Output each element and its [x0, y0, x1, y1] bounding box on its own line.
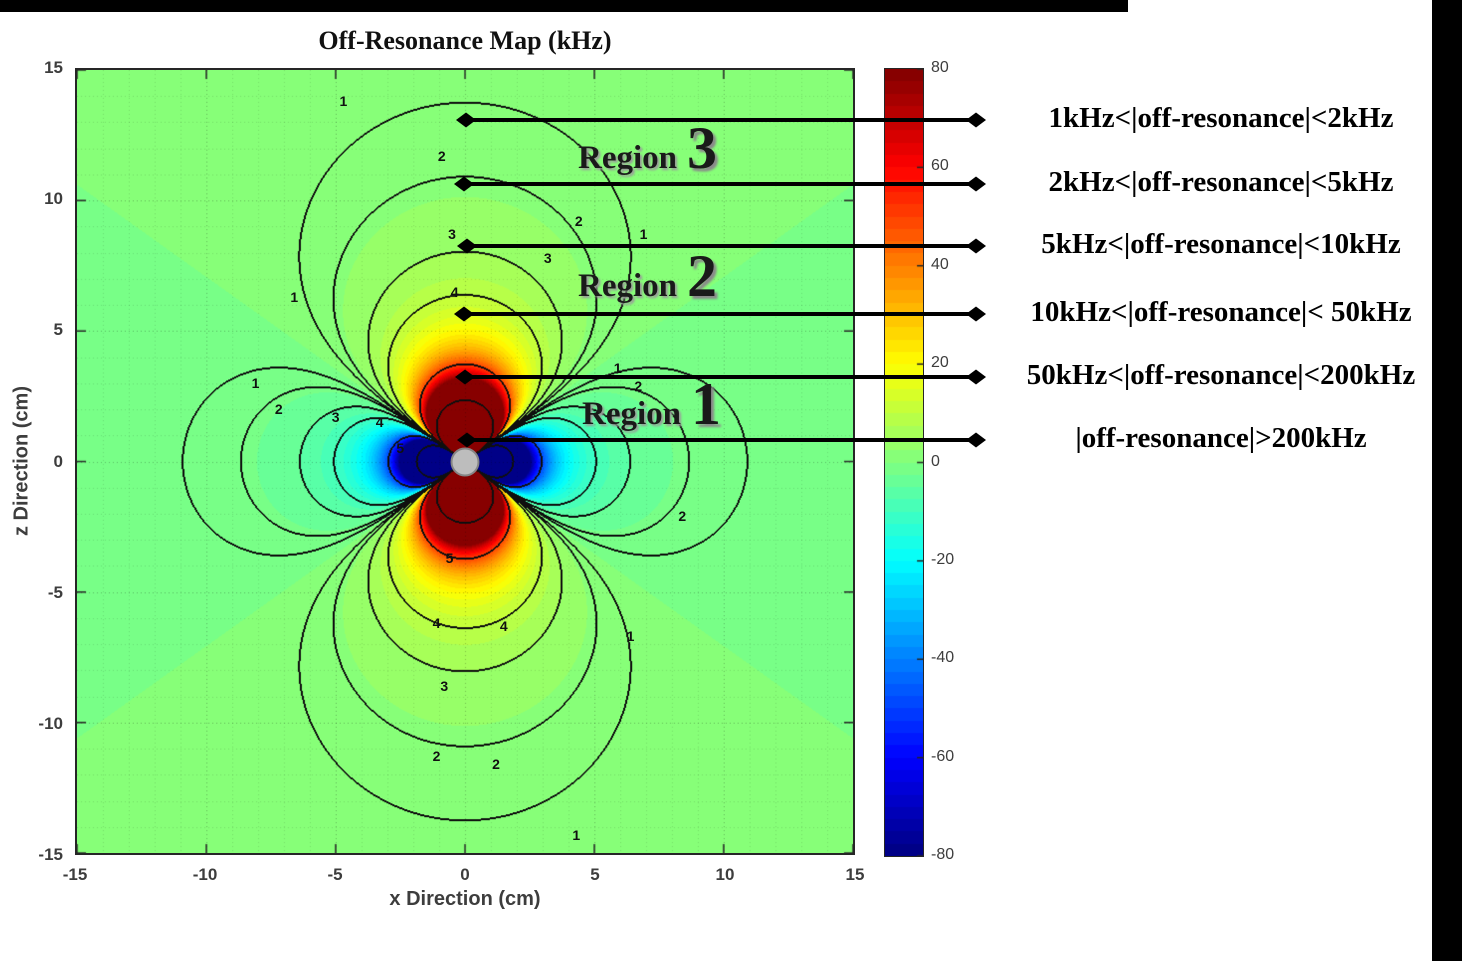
arrow-diamond-endpoint — [966, 112, 986, 128]
z-tick-label: -5 — [47, 582, 63, 602]
arrow-diamond-endpoint — [966, 432, 986, 448]
region-number: 1 — [691, 371, 721, 437]
legend-item: 5kHz<|off-resonance|<10kHz — [1041, 228, 1401, 260]
legend-item: 50kHz<|off-resonance|<200kHz — [1026, 359, 1416, 391]
legend-list: 1kHz<|off-resonance|<2kHz 2kHz<|off-reson… — [985, 0, 1457, 961]
x-tick-label: -10 — [192, 865, 218, 884]
region-label-1: Region 1 — [582, 374, 721, 434]
contour-label: 3 — [543, 249, 552, 266]
colorbar — [884, 68, 924, 857]
colorbar-tick-label: -20 — [931, 550, 955, 568]
colorbar-tick-label: 0 — [931, 452, 940, 470]
legend-item: 1kHz<|off-resonance|<2kHz — [1048, 102, 1394, 134]
contour-label: 2 — [634, 377, 643, 394]
contour-label: 3 — [448, 226, 456, 243]
contour-label: 3 — [440, 677, 449, 694]
contour-label: 1 — [290, 289, 299, 306]
colorbar-tick-label: -80 — [931, 846, 955, 863]
colorbar-tick-label: 60 — [931, 157, 949, 175]
x-tick-label: 10 — [715, 865, 735, 884]
contour-label: 2 — [678, 508, 687, 525]
plot-title: Off-Resonance Map (kHz) — [318, 26, 612, 55]
legend-item: 2kHz<|off-resonance|<5kHz — [1048, 166, 1394, 198]
region-number: 2 — [687, 243, 717, 309]
top-border-bar — [0, 0, 1128, 12]
arrow-diamond-endpoint — [966, 176, 986, 192]
region-word: Region — [578, 140, 677, 176]
region-label-3: Region 3 — [578, 118, 717, 178]
x-tick-label: 15 — [845, 865, 865, 884]
z-tick-label: -10 — [38, 713, 63, 733]
contour-label: 2 — [492, 756, 500, 773]
x-tick-label: 5 — [590, 865, 600, 884]
contour-label: 1 — [572, 826, 581, 843]
contour-label: 1 — [626, 628, 635, 645]
contour-label: 2 — [574, 213, 583, 230]
contour-label: 4 — [432, 615, 441, 632]
contour-label: 4 — [450, 283, 459, 300]
region-word: Region — [582, 396, 681, 432]
region-word: Region — [578, 268, 677, 304]
colorbar-tick-label: -60 — [931, 747, 955, 765]
legend-item: 10kHz<|off-resonance|< 50kHz — [1030, 296, 1412, 328]
contour-label: 2 — [274, 401, 283, 418]
region-label-2: Region 2 — [578, 246, 717, 306]
contour-label: 3 — [331, 409, 340, 426]
z-axis-label: z Direction (cm) — [10, 385, 33, 537]
z-tick-label: 0 — [53, 451, 63, 471]
legend-item: |off-resonance|>200kHz — [1075, 422, 1367, 454]
z-tick-label: -15 — [38, 845, 63, 864]
right-border-bar — [1432, 0, 1462, 961]
x-tick-label: 0 — [460, 865, 470, 884]
arrow-diamond-endpoint — [966, 238, 986, 254]
colorbar-tick-label: 80 — [931, 59, 949, 76]
contour-label: 2 — [432, 748, 441, 765]
z-tick-label: 5 — [53, 320, 63, 340]
contour-label: 1 — [639, 226, 648, 243]
contour-label: 5 — [396, 440, 405, 457]
contour-label: 4 — [499, 617, 508, 634]
colorbar-tick-label: 20 — [931, 354, 949, 372]
contour-label: 1 — [251, 375, 260, 392]
z-tick-label: 15 — [44, 58, 63, 77]
contour-label: 1 — [613, 359, 622, 376]
arrow-diamond-endpoint — [966, 369, 986, 385]
x-tick-label: -15 — [62, 865, 88, 884]
contour-label: 4 — [375, 414, 384, 431]
x-tick-label: -5 — [327, 865, 343, 884]
contour-label: 2 — [437, 148, 446, 165]
center-marker-dot — [450, 447, 480, 476]
z-tick-label: 10 — [44, 189, 63, 209]
x-axis-label: x Direction (cm) — [389, 888, 541, 910]
region-number: 3 — [687, 115, 717, 181]
colorbar-tick-label: 40 — [931, 255, 949, 273]
arrow-diamond-endpoint — [966, 306, 986, 322]
contour-label: 1 — [339, 93, 348, 110]
contour-label: 5 — [445, 550, 454, 567]
colorbar-tick-label: -40 — [931, 649, 955, 667]
